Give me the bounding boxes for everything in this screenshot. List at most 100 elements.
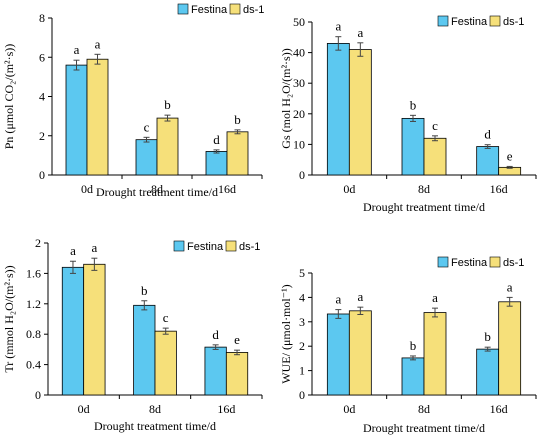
- legend: Festina ds-1: [437, 15, 524, 28]
- significance-letter: c: [144, 119, 150, 134]
- y-tick-label: 2: [299, 339, 305, 353]
- bar-ds-1: [348, 310, 372, 396]
- y-tick-label: 4: [39, 90, 45, 104]
- legend-swatch: [489, 256, 501, 268]
- bar-ds-1: [423, 137, 447, 176]
- legend-label: ds-1: [239, 241, 260, 253]
- legend-swatch: [437, 15, 449, 27]
- x-tick-label: 8d: [151, 182, 163, 196]
- y-tick-label: 0.4: [26, 358, 41, 372]
- y-axis-title: WUE/ (μmol·mol⁻¹): [279, 284, 293, 383]
- bar-ds-1: [154, 330, 177, 396]
- x-axis-title: Drought treatment time/d: [363, 421, 485, 435]
- x-tick-label: 0d: [78, 402, 90, 416]
- y-axis-title: Gs (mol H₂O/(m²·s)): [279, 48, 293, 148]
- chart-tr: 0 0.4 0.8 1.2 1.6 2 0d a a 8d bc 16d d e Drought treat…: [2, 236, 263, 433]
- bar-festina: [61, 266, 85, 396]
- significance-letter: a: [357, 25, 363, 40]
- legend-label: Festina: [451, 16, 488, 28]
- y-tick-label: 4: [299, 290, 305, 304]
- bar-festina: [326, 43, 350, 176]
- y-tick-label: 50: [293, 15, 305, 29]
- significance-letter: a: [95, 36, 101, 51]
- legend: Festina ds-1: [437, 256, 524, 269]
- x-tick-label: 0d: [81, 182, 93, 196]
- y-tick-label: 40: [293, 46, 305, 60]
- legend-label: ds-1: [503, 257, 524, 269]
- x-axis-title: Drought treatment time/d: [94, 419, 216, 433]
- legend-swatch: [173, 240, 185, 252]
- significance-letter: a: [74, 42, 80, 57]
- legend-swatch: [489, 15, 501, 27]
- significance-letter: b: [410, 338, 417, 353]
- y-tick-label: 10: [293, 137, 305, 151]
- x-tick-label: 16d: [218, 182, 236, 196]
- significance-letter: b: [484, 329, 491, 344]
- y-tick-label: 30: [293, 76, 305, 90]
- bar-festina: [205, 151, 228, 176]
- significance-letter: e: [234, 332, 240, 347]
- significance-letter: a: [335, 19, 341, 34]
- x-tick-label: 0d: [343, 182, 355, 196]
- y-tick-label: 0: [299, 388, 305, 402]
- significance-letter: a: [335, 292, 341, 307]
- legend: Festina ds-1: [173, 240, 260, 253]
- bar-ds-1: [498, 301, 522, 396]
- x-tick-label: 16d: [217, 402, 235, 416]
- y-tick-label: 2: [35, 236, 41, 250]
- y-tick-label: 0.8: [26, 327, 41, 341]
- bar-ds-1: [225, 352, 249, 396]
- bar-ds-1: [83, 263, 106, 396]
- x-axis-title: Drought treatment time/d: [363, 200, 485, 214]
- y-tick-label: 8: [39, 11, 45, 25]
- y-tick-label: 2: [39, 129, 45, 143]
- significance-letter: a: [507, 279, 513, 294]
- legend-label: Festina: [451, 257, 488, 269]
- legend-swatch: [177, 3, 189, 15]
- bar-ds-1: [86, 58, 109, 176]
- bar-ds-1: [423, 312, 447, 396]
- x-tick-label: 16d: [490, 182, 508, 196]
- x-tick-label: 8d: [418, 402, 430, 416]
- x-tick-label: 0d: [343, 402, 355, 416]
- significance-letter: c: [163, 310, 169, 325]
- bar-festina: [401, 357, 425, 396]
- significance-letter: b: [141, 283, 148, 298]
- legend-swatch: [229, 3, 241, 15]
- significance-letter: a: [432, 290, 438, 305]
- bar-ds-1: [156, 117, 179, 176]
- bar-festina: [476, 348, 500, 396]
- legend-label: ds-1: [503, 16, 524, 28]
- bar-festina: [204, 346, 227, 396]
- y-tick-label: 0: [39, 168, 45, 182]
- chart-gs: 0 10 20 30 40 50 0d a a 8d bc 16d d e Drought treatmen…: [279, 15, 537, 214]
- y-tick-label: 0: [299, 168, 305, 182]
- legend: Festina ds-1: [177, 3, 264, 16]
- y-tick-label: 5: [299, 266, 305, 280]
- x-axis-title: Drought treatment time/d: [96, 185, 218, 199]
- y-tick-label: 1: [299, 364, 305, 378]
- legend-label: Festina: [191, 4, 228, 16]
- y-axis-title: Tr (mmol H₂O/(m²·s)): [2, 265, 16, 372]
- significance-letter: e: [507, 148, 513, 163]
- legend-label: Festina: [187, 241, 224, 253]
- y-tick-label: 1.6: [26, 266, 41, 280]
- significance-letter: d: [484, 127, 491, 142]
- significance-letter: b: [410, 97, 417, 112]
- y-tick-label: 1.2: [26, 297, 41, 311]
- y-tick-label: 0: [35, 388, 41, 402]
- y-tick-label: 3: [299, 315, 305, 329]
- significance-letter: a: [70, 243, 76, 258]
- significance-letter: d: [213, 132, 220, 147]
- significance-letter: b: [234, 112, 241, 127]
- bar-festina: [326, 313, 350, 396]
- significance-letter: b: [164, 97, 171, 112]
- significance-letter: d: [212, 327, 219, 342]
- significance-letter: a: [91, 240, 97, 255]
- y-tick-label: 6: [39, 50, 45, 64]
- bar-festina: [476, 146, 500, 176]
- y-axis-title: Pn (μmol CO₂/(m²·s)): [2, 44, 16, 150]
- legend-label: ds-1: [243, 4, 264, 16]
